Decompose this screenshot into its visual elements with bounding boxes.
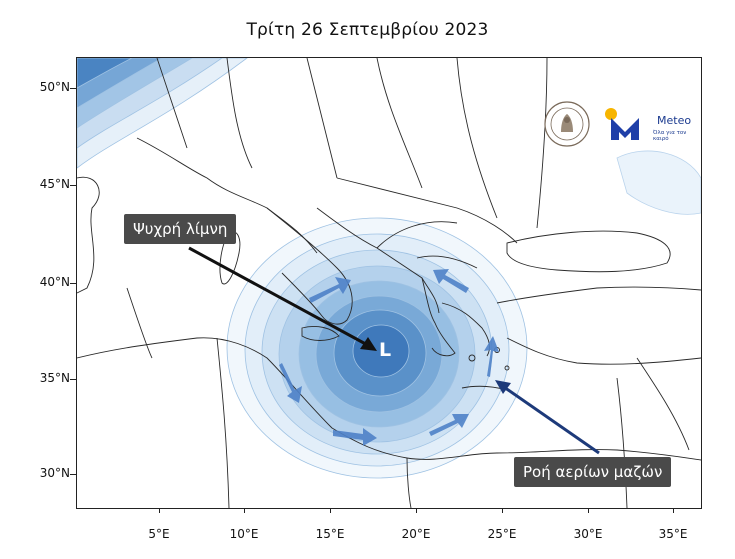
cutoff-low-contours [226, 217, 528, 479]
university-seal-icon [544, 101, 590, 147]
air-flow-callout: Ροή αερίων μαζών [514, 457, 672, 487]
lat-label-30: 30°N [39, 466, 70, 480]
logos: Meteo Όλα για τον καιρό [543, 100, 693, 160]
lon-label-20: 20°E [401, 527, 431, 541]
lat-label-40: 40°N [39, 275, 70, 289]
lat-tick [70, 88, 76, 89]
meteo-logo-icon [605, 108, 639, 140]
lat-tick [70, 283, 76, 284]
lat-tick [70, 474, 76, 475]
lon-tick [673, 507, 674, 513]
meteo-brand: Meteo [657, 114, 692, 127]
lon-label-15: 15°E [315, 527, 345, 541]
map-svg [77, 58, 701, 508]
map-title: Τρίτη 26 Σεπτεμβρίου 2023 [246, 20, 489, 40]
flow-arrow-e [484, 336, 499, 377]
lat-label-35: 35°N [39, 371, 70, 385]
map-canvas[interactable] [76, 57, 702, 509]
flow-arrow-w [279, 363, 302, 403]
meteo-tagline: Όλα για τον καιρό [653, 130, 687, 142]
lon-label-35: 35°E [658, 527, 688, 541]
flow-arrow-nw [309, 277, 351, 303]
cold-pool-pointer [188, 246, 374, 350]
flow-arrow-s [333, 428, 377, 446]
lat-tick [70, 185, 76, 186]
flow-arrow-se [429, 414, 469, 436]
coastlines-borders [77, 58, 701, 508]
flow-arrows [279, 269, 499, 446]
lon-tick [502, 507, 503, 513]
lat-tick [70, 379, 76, 380]
flow-arrow-n [433, 269, 469, 293]
lon-tick [244, 507, 245, 513]
cold-pool-callout: Ψυχρή λίμνη [124, 214, 237, 244]
lon-label-10: 10°E [229, 527, 259, 541]
lat-label-50: 50°N [39, 80, 70, 94]
lon-tick [159, 507, 160, 513]
air-flow-pointer-head [495, 380, 511, 394]
air-flow-pointer [500, 383, 600, 455]
cold-pool-pointer-head [360, 337, 377, 351]
lon-tick [588, 507, 589, 513]
callout-arrows [188, 246, 600, 455]
east-contour-patch [616, 150, 701, 215]
lon-label-5: 5°E [148, 527, 170, 541]
northwest-jet-contours [77, 58, 248, 169]
lon-tick [330, 507, 331, 513]
lon-label-25: 25°E [487, 527, 517, 541]
lat-label-45: 45°N [39, 177, 70, 191]
low-pressure-label: L [379, 339, 392, 361]
lon-label-30: 30°E [573, 527, 603, 541]
lon-tick [416, 507, 417, 513]
